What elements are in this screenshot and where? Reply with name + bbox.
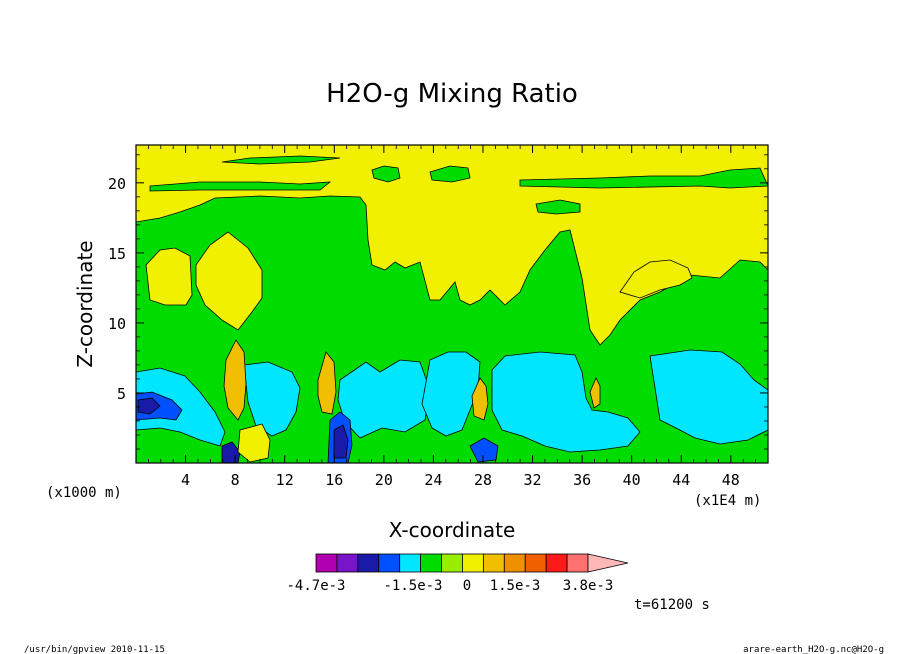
- x-tick-label: 12: [276, 471, 294, 489]
- colorbar-swatch: [503, 553, 526, 573]
- colorbar-swatch: [482, 553, 505, 573]
- orange-plume-28: [471, 377, 489, 421]
- colorbar-swatch: [336, 553, 359, 573]
- cyan-left: [136, 367, 226, 447]
- colorbar-swatch: [524, 553, 547, 573]
- dark-blue-left: [137, 397, 161, 415]
- x-tick-label: 16: [325, 471, 343, 489]
- footer-left: /usr/bin/gpview 2010-11-15: [24, 645, 165, 654]
- colorbar-swatch: [566, 553, 589, 573]
- green-blob-top-center: [371, 165, 401, 183]
- colorbar-swatch: [441, 553, 463, 573]
- plot-frame: [135, 144, 769, 464]
- green-strip-top: [221, 155, 341, 165]
- cyan-center-left: [243, 361, 301, 437]
- plot-area: [136, 145, 768, 463]
- colorbar-swatch: [378, 553, 401, 573]
- x-tick-label: 40: [623, 471, 641, 489]
- orange-plume-36: [589, 377, 601, 409]
- colorbar-label: -1.5e-3: [383, 578, 442, 594]
- y-tick-label: 5: [117, 385, 126, 403]
- y-tick-label: 10: [108, 315, 126, 333]
- y-axis-label: Z-coordinate: [73, 240, 97, 367]
- time-label: t=61200 s: [634, 597, 710, 613]
- x-axis-label: X-coordinate: [389, 518, 516, 542]
- colorbar-swatch: [545, 553, 568, 573]
- x-tick-label: 4: [181, 471, 190, 489]
- x-scale-label: (x1E4 m): [694, 493, 761, 509]
- colorbar-label: 0: [463, 578, 471, 594]
- green-blob-top-center2: [429, 165, 471, 183]
- colorbar: -4.7e-3 -1.5e-3 0 1.5e-3 3.8e-3: [286, 553, 629, 594]
- chart-title: H2O-g Mixing Ratio: [326, 79, 578, 109]
- y-axis-ticks: 5 10 15 20: [108, 154, 768, 450]
- colorbar-swatch: [462, 553, 484, 573]
- cyan-right-large: [491, 351, 641, 453]
- yellow-plume-8: [195, 231, 263, 331]
- cyan-far-right: [649, 349, 768, 445]
- x-tick-label: 44: [672, 471, 690, 489]
- yellow-dome-right: [619, 259, 693, 299]
- x-axis-ticks: 4 8 12 16 20 24 28 32 36 40 44 48: [147, 145, 757, 489]
- orange-plume-8: [223, 339, 247, 421]
- green-band-upper: [149, 181, 332, 192]
- orange-plume-16: [317, 351, 337, 415]
- colorbar-extend-arrow: [587, 553, 629, 573]
- x-tick-label: 8: [231, 471, 240, 489]
- colorbar-label: -4.7e-3: [286, 578, 345, 594]
- colorbar-swatch: [315, 553, 338, 573]
- blue-28: [469, 437, 499, 463]
- footer-right: arare-earth_H2O-g.nc@H2O-g: [743, 645, 884, 654]
- green-band-upper-right: [519, 167, 768, 189]
- x-tick-label: 24: [424, 471, 442, 489]
- colorbar-label: 1.5e-3: [490, 578, 541, 594]
- cyan-mid: [421, 351, 481, 437]
- x-tick-label: 36: [573, 471, 591, 489]
- colorbar-swatch: [399, 553, 422, 573]
- x-tick-label: 48: [722, 471, 740, 489]
- dark-blue-16: [333, 424, 349, 459]
- colorbar-swatch: [420, 553, 442, 573]
- yellow-near-surface-8: [237, 423, 271, 463]
- x-tick-label: 28: [474, 471, 492, 489]
- colorbar-label: 3.8e-3: [563, 578, 614, 594]
- y-tick-label: 15: [108, 245, 126, 263]
- y-tick-label: 20: [108, 175, 126, 193]
- yellow-pocket-left: [145, 247, 193, 306]
- colorbar-swatch: [357, 553, 380, 573]
- x-tick-label: 20: [375, 471, 393, 489]
- green-blob-20-right: [535, 199, 581, 215]
- x-unit-label: (x1000 m): [46, 485, 122, 501]
- x-tick-label: 32: [524, 471, 542, 489]
